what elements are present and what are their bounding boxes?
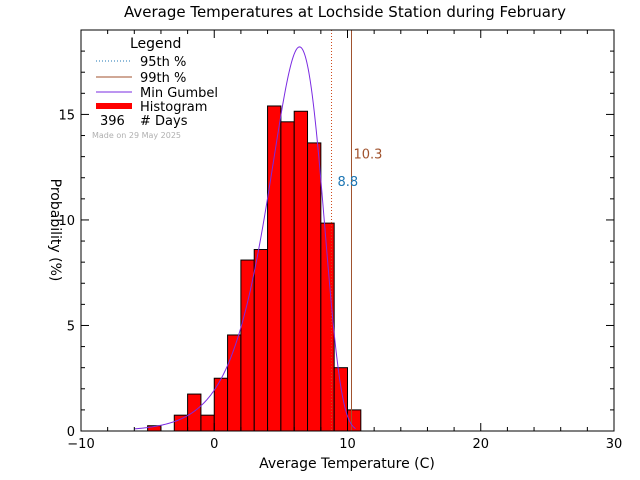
histogram-bar	[293, 110, 309, 432]
y-axis-ticks: 0 5 10 15	[58, 29, 614, 440]
histogram-bar	[187, 393, 202, 432]
y-tick-label: 0	[67, 425, 75, 440]
p99-value-label: 10.3	[353, 148, 382, 163]
chart-title: Average Temperatures at Lochside Station…	[124, 3, 566, 21]
legend-days-label: # Days	[140, 114, 188, 129]
legend-histogram-swatch	[96, 103, 132, 109]
legend-title: Legend	[130, 36, 181, 52]
x-tick-label: 20	[472, 437, 489, 452]
histogram-bar	[200, 414, 215, 432]
histogram-bar	[253, 248, 269, 432]
x-tick-label: 30	[606, 437, 623, 452]
histogram-bars	[147, 105, 362, 432]
legend-histogram-label: Histogram	[140, 100, 207, 115]
histogram-bar	[240, 259, 255, 432]
legend-p99-label: 99th %	[140, 71, 186, 86]
made-on-note: Made on 29 May 2025	[92, 131, 181, 140]
p95-value-label: 8.8	[338, 175, 359, 190]
legend-days-count: 396	[100, 114, 125, 129]
histogram-bar	[280, 121, 295, 432]
y-tick-label: 15	[58, 108, 75, 123]
x-axis-label: Average Temperature (C)	[259, 456, 435, 472]
x-tick-label: 0	[210, 437, 218, 452]
y-tick-label: 10	[58, 214, 75, 229]
x-tick-label: −10	[67, 437, 94, 452]
legend: Legend 95th % 99th % Min Gumbel Histogra…	[92, 36, 218, 140]
gumbel-curve	[134, 46, 356, 430]
percentile-lines	[331, 30, 352, 431]
histogram-bar	[333, 367, 348, 432]
y-tick-label: 5	[67, 319, 75, 334]
histogram-bar	[173, 414, 189, 432]
x-tick-label: 10	[339, 437, 356, 452]
histogram-bar	[307, 142, 322, 432]
y-axis-label: Probability (%)	[47, 179, 63, 282]
legend-p95-label: 95th %	[140, 55, 186, 70]
x-axis-ticks: −10 0 10 20 30	[67, 30, 622, 452]
legend-gumbel-label: Min Gumbel	[140, 86, 218, 101]
